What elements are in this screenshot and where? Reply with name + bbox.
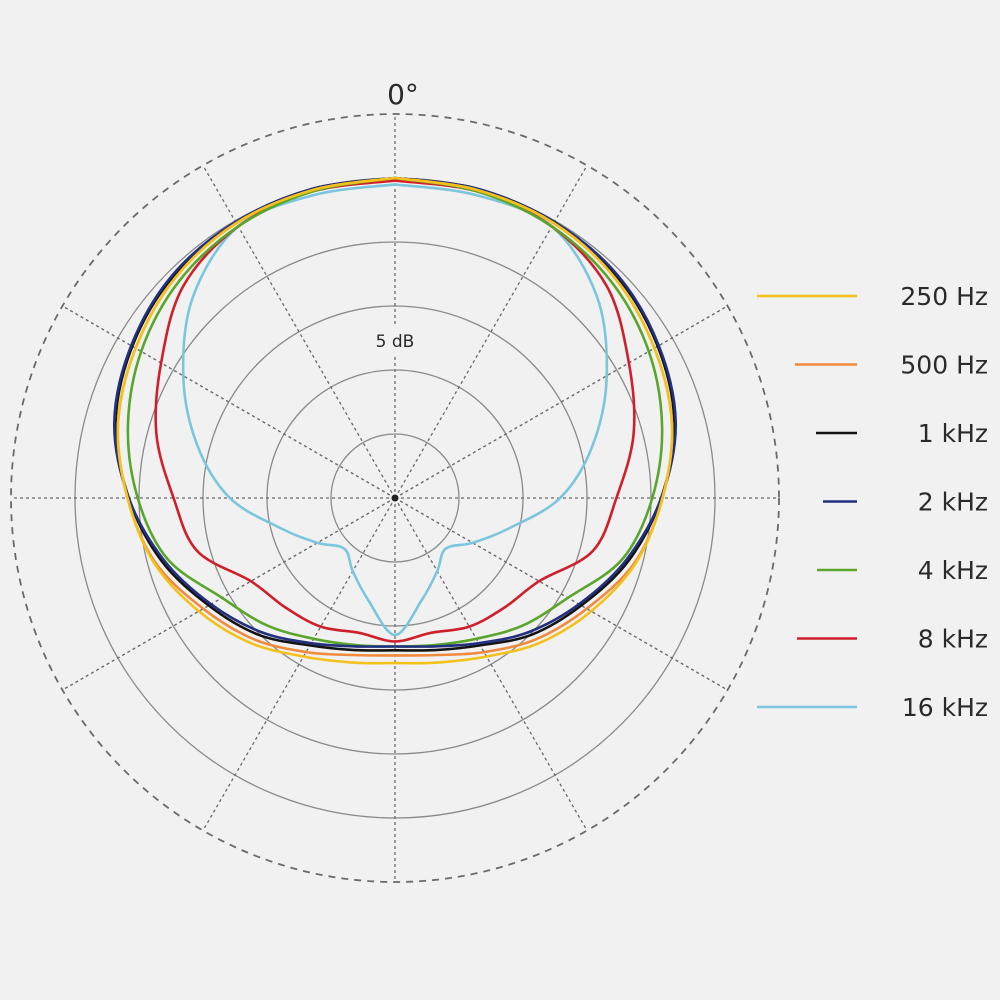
- grid-spoke: [394, 497, 588, 831]
- series-curve-1-khz: [114, 176, 676, 652]
- grid-spoke: [394, 497, 728, 691]
- grid-ring: [330, 433, 460, 563]
- series-curve-2-khz: [112, 176, 678, 648]
- outer-ring: [10, 113, 780, 883]
- legend-label: 2 kHz: [918, 488, 988, 517]
- legend-label: 500 Hz: [900, 351, 988, 380]
- legend-label: 4 kHz: [918, 556, 988, 585]
- series-curve-250-hz: [116, 176, 674, 665]
- series-curve-8-khz: [154, 179, 636, 643]
- top-angle-label: 0°: [387, 78, 419, 111]
- legend-label: 8 kHz: [918, 625, 988, 654]
- grid-spoke: [62, 305, 396, 499]
- series-curve-16-khz: [181, 183, 609, 637]
- grid-spoke: [62, 497, 396, 691]
- polar-curves: [112, 176, 678, 665]
- ring-label-bg: [362, 325, 428, 355]
- ring-label: 5 dB: [376, 332, 415, 352]
- legend-label: 250 Hz: [900, 282, 988, 311]
- legend-label: 16 kHz: [902, 693, 988, 722]
- legend: 250 Hz 500 Hz 1 kHz 2 kHz 4 kHz 8 kHz 16 kHz: [757, 282, 988, 722]
- legend-label: 1 kHz: [918, 419, 988, 448]
- grid-spoke: [394, 305, 728, 499]
- center-dot: [391, 494, 399, 502]
- grid-spoke: [202, 497, 396, 831]
